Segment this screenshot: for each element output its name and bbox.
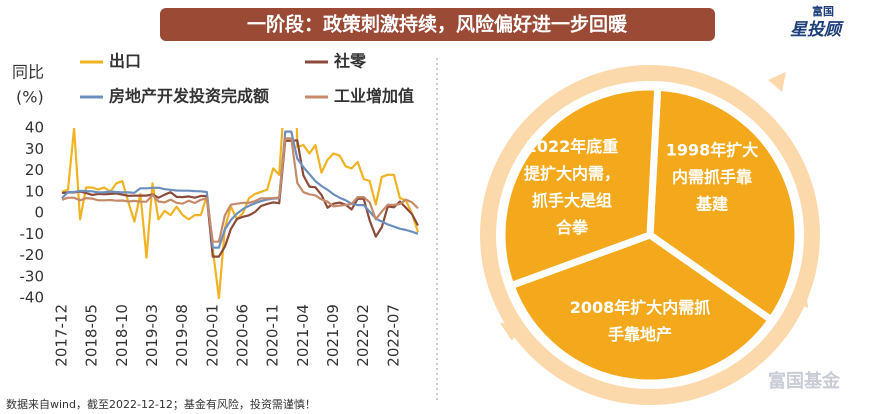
x-tick-label: 2018-10 xyxy=(113,304,131,367)
x-tick-label: 2020-06 xyxy=(234,304,252,367)
y-tick-label: -40 xyxy=(20,289,45,307)
x-tick-label: 2019-03 xyxy=(143,304,161,367)
y-tick-label: -30 xyxy=(20,267,45,285)
source: 数据来自wind，截至2022-12-12；基金有风险，投资需谨慎！ xyxy=(6,397,316,411)
cycle-ring xyxy=(480,65,820,405)
cycle-sector xyxy=(498,83,662,291)
x-tick-label: 2022-07 xyxy=(384,304,402,367)
y-label: (%) xyxy=(16,88,44,107)
cycle-diagram xyxy=(480,65,820,405)
sector-label: 手靠地产 xyxy=(608,325,672,344)
arrow-head xyxy=(768,72,786,92)
legend-label: 社零 xyxy=(333,52,367,71)
x-tick-label: 2022-02 xyxy=(354,304,372,367)
y-tick-label: 40 xyxy=(25,119,44,137)
title-banner xyxy=(160,8,715,41)
x-tick-label: 2021-04 xyxy=(294,304,312,367)
sector-label: 提扩大内需， xyxy=(524,164,620,183)
sector-label: 抓手大是组 xyxy=(532,191,612,210)
legend-label: 出口 xyxy=(109,52,141,71)
y-tick-label: 20 xyxy=(25,161,44,179)
logo-top: 富国 xyxy=(812,4,834,18)
x-tick-label: 2020-01 xyxy=(203,304,221,367)
cycle-sector xyxy=(506,231,777,387)
sector-label: 2008年扩大内需抓 xyxy=(570,298,711,317)
series-line xyxy=(61,128,420,299)
y-tick-label: -10 xyxy=(20,225,45,243)
y-tick-label: 0 xyxy=(34,204,44,222)
x-tick-label: 2020-11 xyxy=(264,304,282,367)
x-tick-label: 2021-09 xyxy=(324,304,342,367)
sector-label: 内需抓手靠 xyxy=(672,168,752,187)
y-tick-label: 10 xyxy=(25,182,44,200)
arrow-head xyxy=(790,288,808,308)
plot-area xyxy=(61,128,420,299)
sector-label: 1998年扩大 xyxy=(666,141,759,160)
x-tick-label: 2017-12 xyxy=(53,304,71,367)
watermark: 富国基金 xyxy=(768,370,841,392)
sector-label: 基建 xyxy=(695,195,728,214)
title: 一阶段：政策刺激持续，风险偏好进一步回暖 xyxy=(247,13,628,36)
y-tick-label: 30 xyxy=(25,140,44,158)
logo-brand: 星投顾 xyxy=(790,20,844,40)
arrow-head xyxy=(500,323,520,341)
x-tick-label: 2019-08 xyxy=(173,304,191,367)
cycle-sector xyxy=(646,83,802,325)
sector-label: 2022年底重 xyxy=(526,137,619,156)
series-line xyxy=(61,130,419,249)
legend-label: 工业增加值 xyxy=(334,87,414,106)
sector-label: 合拳 xyxy=(556,218,589,237)
y-label: 同比 xyxy=(12,63,44,82)
legend-label: 房地产开发投资完成额 xyxy=(109,87,269,106)
series-line xyxy=(61,137,419,243)
series-line xyxy=(61,139,419,258)
y-tick-label: -20 xyxy=(20,246,45,264)
x-tick-label: 2018-05 xyxy=(83,304,101,367)
